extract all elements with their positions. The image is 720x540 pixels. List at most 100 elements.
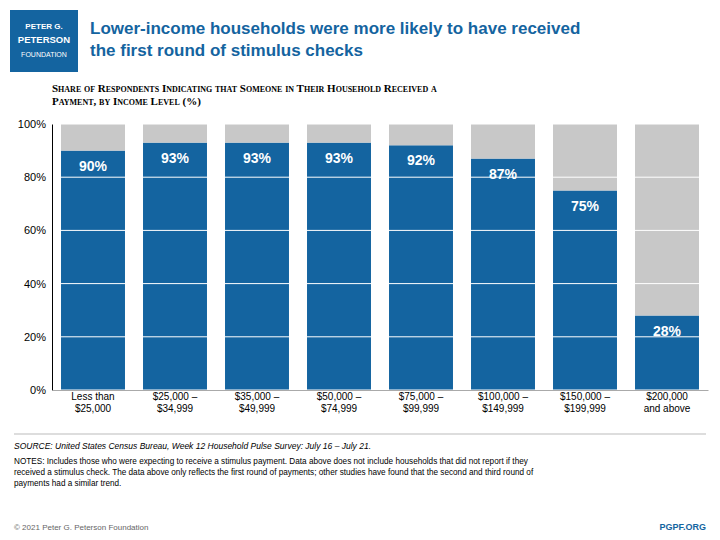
y-tick-label: 20% xyxy=(24,331,46,343)
bar xyxy=(143,143,207,390)
x-tick: $25,000 –$34,999 xyxy=(153,390,198,414)
x-tick: $50,000 –$74,999 xyxy=(317,390,362,414)
x-tick-label: $75,000 –$99,999 xyxy=(399,391,444,414)
data-labels: 90% 93% 93% 93% 92% 87% 75% 28% xyxy=(79,150,682,339)
x-tick-label-line: $199,999 xyxy=(564,403,606,414)
plot-area xyxy=(61,124,699,390)
x-tick-label-line: $100,000 – xyxy=(478,391,528,402)
title-line: the first round of stimulus checks xyxy=(90,41,363,60)
grid-line xyxy=(52,230,708,231)
x-tick-label-line: $99,999 xyxy=(403,403,440,414)
data-label: 93% xyxy=(161,150,190,166)
bar xyxy=(61,151,125,390)
x-tick: $75,000 –$99,999 xyxy=(399,390,444,414)
bar xyxy=(389,145,453,390)
y-axis-line xyxy=(52,125,53,391)
x-tick-label-line: $150,000 – xyxy=(560,391,610,402)
grid-line xyxy=(52,124,708,125)
x-tick-label: $35,000 –$49,999 xyxy=(235,391,280,414)
subtitle-line: Payment, by Income Level (%) xyxy=(52,95,201,108)
bar xyxy=(143,124,207,143)
copyright: © 2021 Peter G. Peterson Foundation xyxy=(14,523,148,532)
data-label: 93% xyxy=(325,150,354,166)
y-tick: 40% xyxy=(24,278,52,290)
logo-box xyxy=(10,10,78,72)
data-label: 28% xyxy=(653,323,682,339)
x-tick-label-line: $149,999 xyxy=(482,403,524,414)
x-tick-label-line: $25,000 xyxy=(75,403,112,414)
y-tick-label: 100% xyxy=(18,118,46,130)
bar xyxy=(307,124,371,143)
x-tick: Less than$25,000 xyxy=(71,390,114,414)
x-axis: Less than$25,000 $25,000 –$34,999 $35,000 … xyxy=(53,390,709,414)
bar xyxy=(61,124,125,151)
bar xyxy=(553,191,617,391)
x-tick-label: $200,000and above xyxy=(644,391,691,414)
website: PGPF.ORG xyxy=(659,522,706,532)
data-label: 93% xyxy=(243,150,272,166)
y-tick: 20% xyxy=(24,331,52,343)
x-tick-label-line: $50,000 – xyxy=(317,391,362,402)
bar xyxy=(635,316,699,390)
grid-line xyxy=(52,283,708,284)
bar xyxy=(471,124,535,159)
x-tick-label-line: $35,000 – xyxy=(235,391,280,402)
x-tick: $100,000 –$149,999 xyxy=(478,390,528,414)
x-tick-label-line: $49,999 xyxy=(239,403,276,414)
y-tick-label: 60% xyxy=(24,224,46,236)
bar xyxy=(389,124,453,145)
grid-line xyxy=(52,336,708,337)
y-tick-label: 0% xyxy=(30,384,46,396)
chart: PETER G. PETERSON FOUNDATION Lower-income h… xyxy=(0,0,720,540)
header: PETER G. PETERSON FOUNDATION Lower-income h… xyxy=(10,10,580,72)
logo-text: FOUNDATION xyxy=(21,51,67,58)
y-tick-label: 40% xyxy=(24,278,46,290)
y-tick: 100% xyxy=(18,118,52,130)
y-tick: 0% xyxy=(30,384,52,396)
x-tick-label-line: $74,999 xyxy=(321,403,358,414)
data-label: 92% xyxy=(407,152,436,168)
x-tick-label-line: $200,000 xyxy=(646,391,688,402)
y-tick-label: 80% xyxy=(24,171,46,183)
logo-text: PETER G. xyxy=(25,22,62,31)
notes: NOTES: Includes those who were expecting… xyxy=(14,457,534,488)
x-tick-label: Less than$25,000 xyxy=(71,391,114,414)
x-tick-label-line: $75,000 – xyxy=(399,391,444,402)
bar xyxy=(225,124,289,143)
x-tick: $150,000 –$199,999 xyxy=(560,390,610,414)
grid xyxy=(52,124,708,390)
x-tick-label-line: and above xyxy=(644,403,691,414)
source: SOURCE: United States Census Bureau, Wee… xyxy=(14,441,371,451)
logo-text: PETERSON xyxy=(18,34,70,45)
bar xyxy=(553,124,617,191)
x-tick-label-line: Less than xyxy=(71,391,114,402)
notes-line: payments had a similar trend. xyxy=(14,479,121,488)
subtitle: Share of Respondents Indicating that Som… xyxy=(52,82,437,108)
bar-series xyxy=(61,124,699,316)
grid-line xyxy=(52,177,708,178)
x-tick: $200,000and above xyxy=(644,390,691,414)
y-axis: 0% 20% 40% 60% 80% 100% xyxy=(18,118,53,396)
footer-separator xyxy=(14,434,706,435)
x-tick-label: $100,000 –$149,999 xyxy=(478,391,528,414)
notes-line: NOTES: Includes those who were expecting… xyxy=(14,457,529,466)
footer: SOURCE: United States Census Bureau, Wee… xyxy=(14,434,706,532)
title-line: Lower-income households were more likely… xyxy=(90,19,580,38)
y-tick: 80% xyxy=(24,171,52,183)
data-label: 75% xyxy=(571,198,600,214)
bar xyxy=(471,159,535,390)
title: Lower-income households were more likely… xyxy=(90,19,580,60)
x-axis-line xyxy=(53,390,709,391)
x-tick-label-line: $34,999 xyxy=(157,403,194,414)
x-tick-label: $25,000 –$34,999 xyxy=(153,391,198,414)
subtitle-line: Share of Respondents Indicating that Som… xyxy=(52,82,437,94)
x-tick-label: $50,000 –$74,999 xyxy=(317,391,362,414)
bar xyxy=(225,143,289,390)
data-label: 87% xyxy=(489,166,518,182)
data-label: 90% xyxy=(79,158,108,174)
bar xyxy=(635,124,699,316)
y-tick: 60% xyxy=(24,224,52,236)
x-tick: $35,000 –$49,999 xyxy=(235,390,280,414)
grid-line xyxy=(52,390,708,391)
notes-line: received a stimulus check. The data abov… xyxy=(14,468,534,477)
